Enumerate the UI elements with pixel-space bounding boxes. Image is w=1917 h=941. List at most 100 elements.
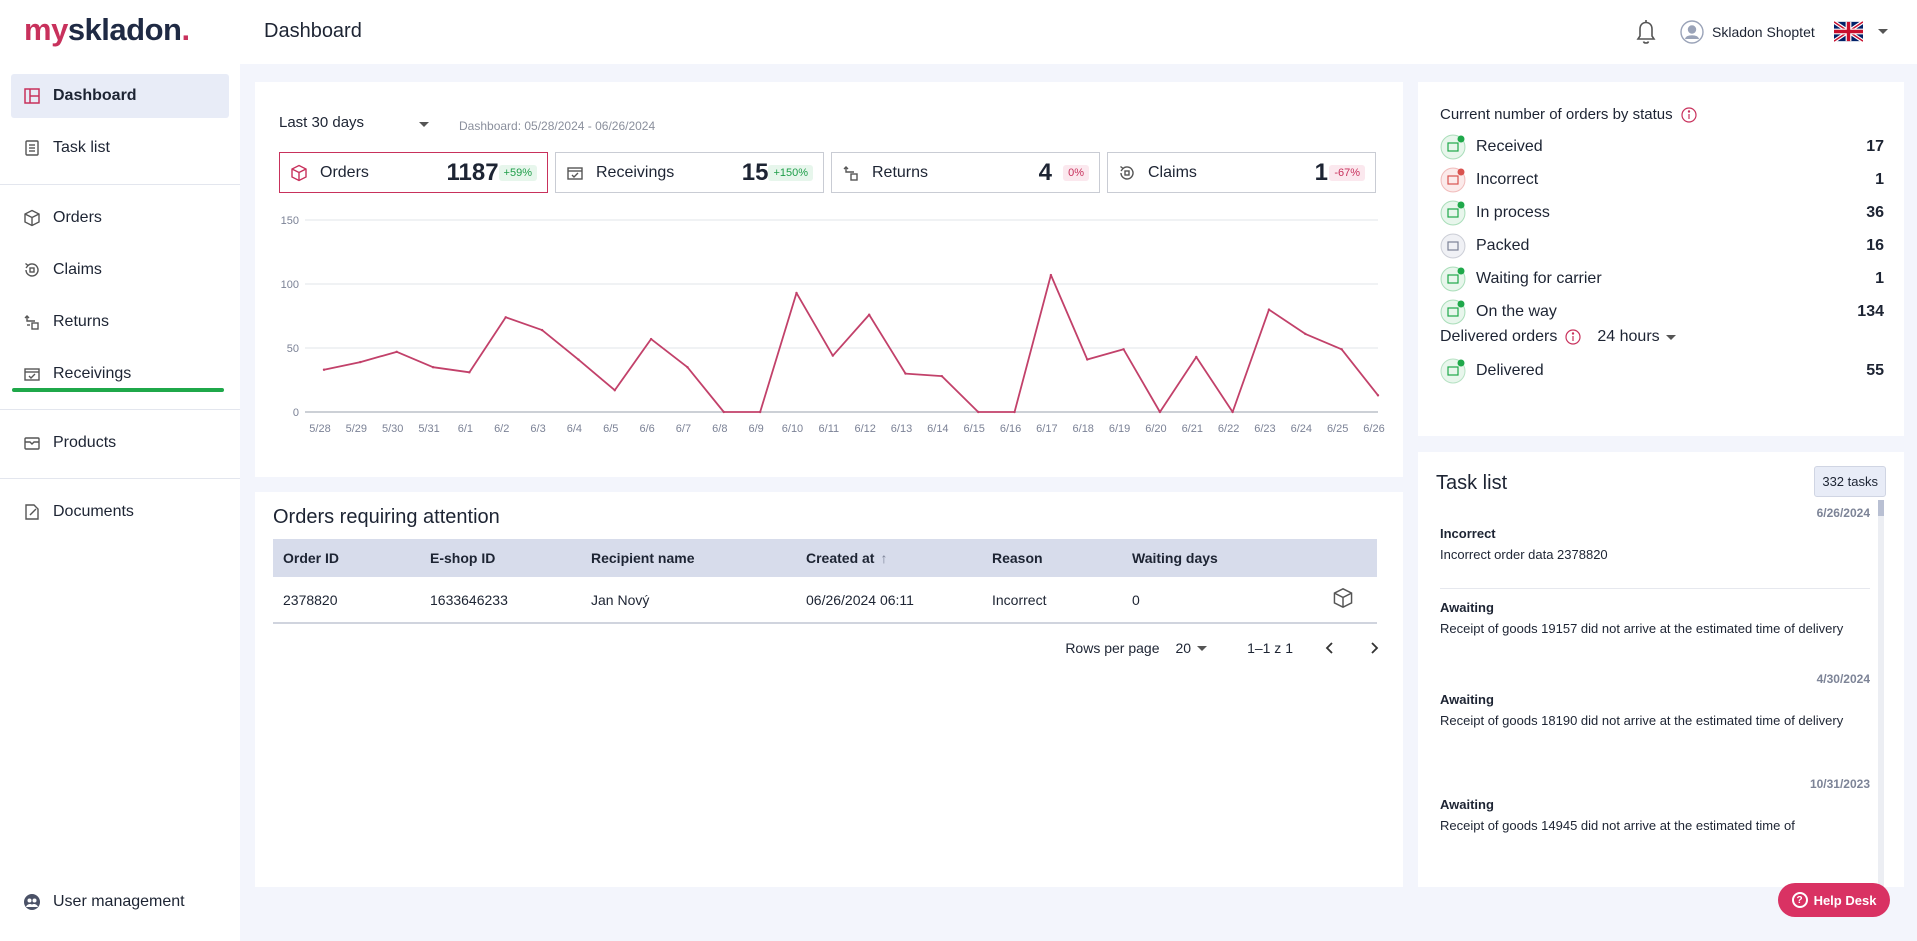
status-row-received[interactable]: Received 17 [1440, 132, 1884, 162]
app-logo[interactable]: myskladon. [24, 12, 190, 47]
language-dropdown-caret[interactable] [1878, 29, 1888, 34]
task-description: Incorrect order data 2378820 [1440, 547, 1608, 562]
data-point[interactable] [431, 366, 435, 369]
delivered-period-select[interactable]: 24 hours [1597, 328, 1676, 346]
status-row-on-the-way[interactable]: On the way 134 [1440, 297, 1884, 327]
task-list-title: Task list [1436, 472, 1508, 494]
kpi-claims[interactable]: Claims 1 -67% [1107, 152, 1376, 193]
data-point[interactable] [322, 368, 326, 371]
data-point[interactable] [540, 328, 544, 332]
data-point[interactable] [977, 410, 980, 414]
user-avatar-icon [1680, 20, 1704, 44]
sort-arrow-up-icon: ↑ [880, 550, 888, 566]
task-list-scrollbar[interactable] [1878, 500, 1884, 887]
status-row-in-process[interactable]: In process 36 [1440, 198, 1884, 228]
task-item[interactable]: 6/26/2024 Incorrect Incorrect order data… [1440, 506, 1870, 564]
data-point[interactable] [649, 337, 653, 341]
table-header-row: Order ID E-shop ID Recipient name Create… [273, 539, 1377, 577]
sidebar-item-products[interactable]: Products [11, 421, 229, 465]
next-page-icon[interactable] [1367, 641, 1381, 655]
sidebar-item-dashboard[interactable]: Dashboard [11, 74, 229, 118]
y-tick-label: 150 [281, 215, 299, 227]
data-point[interactable] [795, 291, 798, 295]
data-point[interactable] [686, 366, 689, 369]
x-tick-label: 5/29 [346, 423, 367, 435]
x-tick-label: 5/28 [309, 423, 330, 435]
column-header[interactable]: Waiting days [1122, 539, 1302, 577]
data-point[interactable] [1231, 410, 1234, 414]
data-point[interactable] [359, 360, 362, 364]
date-range-select[interactable]: Last 30 days [279, 114, 429, 138]
data-point[interactable] [1086, 358, 1089, 361]
user-name: Skladon Shoptet [1712, 24, 1815, 40]
sidebar-item-user-management[interactable]: User management [11, 880, 229, 924]
status-row-incorrect[interactable]: Incorrect 1 [1440, 165, 1884, 195]
task-item[interactable]: Awaiting Receipt of goods 19157 did not … [1440, 600, 1870, 638]
column-header[interactable]: Recipient name [581, 539, 796, 577]
kpi-receivings[interactable]: Receivings 15 +150% [555, 152, 824, 193]
user-menu[interactable]: Skladon Shoptet [1680, 20, 1815, 44]
y-tick-label: 0 [293, 407, 299, 419]
rows-per-page-select[interactable]: 20 [1175, 640, 1208, 656]
data-point[interactable] [1158, 410, 1162, 414]
pagination: Rows per page 20 1–1 z 1 [1065, 640, 1381, 656]
data-point[interactable] [1267, 308, 1271, 311]
status-row-waiting-for-carrier[interactable]: Waiting for carrier 1 [1440, 264, 1884, 294]
top-bar: myskladon. Dashboard Skladon Shoptet [0, 0, 1917, 64]
uk-flag-icon[interactable] [1834, 21, 1863, 42]
data-point[interactable] [1049, 273, 1053, 277]
help-desk-button[interactable]: ? Help Desk [1778, 883, 1890, 917]
info-icon[interactable] [1565, 329, 1581, 345]
task-item[interactable]: 10/31/2023 Awaiting Receipt of goods 149… [1440, 777, 1870, 835]
column-header[interactable]: Order ID [273, 539, 420, 577]
data-point[interactable] [468, 371, 471, 374]
status-count: 134 [1857, 303, 1884, 320]
data-point[interactable] [831, 354, 835, 357]
task-count-badge[interactable]: 332 tasks [1814, 466, 1886, 497]
sidebar-item-documents[interactable]: Documents [11, 490, 229, 534]
status-label: In process [1476, 204, 1550, 221]
data-point[interactable] [1376, 394, 1380, 397]
box-icon [291, 164, 307, 181]
status-row-delivered[interactable]: Delivered 55 [1440, 356, 1884, 386]
data-point[interactable] [758, 410, 762, 414]
x-tick-label: 6/7 [676, 423, 691, 435]
data-point[interactable] [904, 372, 907, 375]
data-point[interactable] [613, 389, 616, 392]
x-tick-label: 6/4 [567, 423, 582, 435]
info-icon[interactable] [1681, 106, 1697, 123]
status-icon [1440, 134, 1466, 160]
data-point[interactable] [395, 350, 398, 354]
open-order-box-icon[interactable] [1332, 587, 1354, 609]
data-point[interactable] [1304, 332, 1307, 336]
x-tick-label: 6/3 [530, 423, 545, 435]
kpi-orders[interactable]: Orders 1187 +59% [279, 152, 548, 193]
previous-page-icon[interactable] [1323, 641, 1337, 655]
kpi-change-badge: -67% [1329, 164, 1365, 181]
data-point[interactable] [867, 313, 871, 316]
column-header[interactable]: E-shop ID [420, 539, 581, 577]
data-point[interactable] [940, 374, 944, 378]
notifications-bell-icon[interactable] [1634, 18, 1658, 46]
sidebar-item-orders[interactable]: Orders [11, 196, 229, 240]
data-point[interactable] [1122, 348, 1125, 351]
task-item[interactable]: 4/30/2024 Awaiting Receipt of goods 1819… [1440, 672, 1870, 730]
column-header-sorted[interactable]: Created at ↑ [796, 539, 982, 577]
column-header[interactable]: Reason [982, 539, 1122, 577]
task-description: Receipt of goods 18190 did not arrive at… [1440, 713, 1844, 728]
data-point[interactable] [1013, 410, 1016, 414]
data-point[interactable] [504, 316, 507, 319]
data-point[interactable] [1340, 348, 1343, 351]
x-tick-label: 6/18 [1073, 423, 1094, 435]
sidebar-item-receivings[interactable]: Receivings [11, 352, 229, 396]
data-point[interactable] [1195, 355, 1198, 359]
x-tick-label: 6/24 [1291, 423, 1312, 435]
table-row[interactable]: 2378820 1633646233 Jan Nový 06/26/2024 0… [273, 577, 1377, 624]
sidebar-item-returns[interactable]: Returns [11, 300, 229, 344]
sidebar-item-claims[interactable]: Claims [11, 248, 229, 292]
data-point[interactable] [577, 358, 580, 361]
data-point[interactable] [722, 410, 725, 414]
sidebar-item-task-list[interactable]: Task list [11, 126, 229, 170]
status-row-packed[interactable]: Packed 16 [1440, 231, 1884, 261]
kpi-returns[interactable]: Returns 4 0% [831, 152, 1100, 193]
